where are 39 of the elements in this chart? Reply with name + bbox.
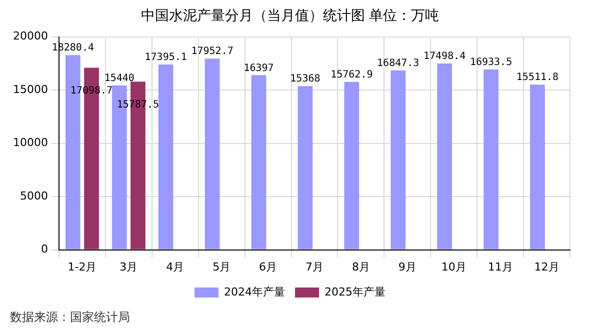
x-tick-label: 10月 [441, 260, 466, 274]
bar [298, 86, 313, 250]
x-tick-label: 7月 [305, 260, 324, 274]
chart-title: 中国水泥产量分月（当月值）统计图 单位：万吨 [140, 8, 440, 24]
x-tick-label: 1-2月 [68, 260, 97, 274]
x-tick-label: 3月 [120, 260, 138, 274]
data-label: 16933.5 [470, 57, 512, 68]
legend-label: 2024年产量 [224, 285, 286, 298]
data-label: 15368 [290, 74, 320, 85]
data-label: 15511.8 [516, 72, 559, 84]
bar [158, 64, 174, 250]
legend-label: 2025年产量 [324, 285, 386, 298]
data-label: 15440 [104, 72, 134, 84]
y-tick-label: 20000 [12, 30, 48, 43]
x-tick-label: 5月 [212, 260, 231, 274]
x-tick-label: 4月 [166, 260, 184, 274]
data-label: 17395.1 [144, 52, 187, 64]
bar [204, 58, 220, 250]
y-tick-label: 15000 [12, 82, 48, 96]
y-tick-label: 5000 [20, 189, 48, 202]
y-tick-label: 0 [40, 242, 48, 256]
bar [530, 84, 545, 250]
data-label: 17952.7 [191, 46, 234, 58]
data-label: 16397 [244, 62, 274, 74]
data-label: 15762.9 [330, 70, 373, 81]
data-label: 17498.4 [423, 51, 466, 62]
bar [344, 82, 360, 250]
bar [251, 75, 266, 250]
y-tick-label: 10000 [12, 136, 48, 150]
x-tick-label: 8月 [352, 260, 370, 274]
bar [390, 70, 406, 250]
x-tick-label: 9月 [398, 260, 416, 274]
x-tick-label: 11月 [488, 260, 513, 274]
x-tick-label: 12月 [534, 260, 560, 274]
bar [437, 63, 452, 250]
x-tick-label: 6月 [259, 260, 278, 274]
source-note: 数据来源：国家统计局 [10, 310, 130, 324]
bar [484, 69, 498, 250]
data-label: 16847.3 [377, 58, 420, 69]
